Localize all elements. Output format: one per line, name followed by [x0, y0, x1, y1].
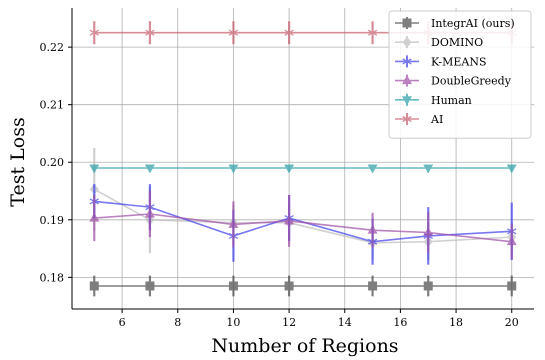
data-point [423, 226, 434, 236]
data-point [89, 281, 99, 291]
legend-label: DOMINO [431, 36, 483, 49]
legend-label: DoubleGreedy [431, 75, 512, 88]
data-point [284, 164, 295, 174]
legend-symbol [395, 113, 419, 125]
legend-symbol [395, 17, 419, 29]
data-point [228, 218, 239, 228]
data-point [144, 208, 155, 218]
data-point [506, 236, 517, 246]
data-point [507, 281, 517, 291]
legend-symbol [395, 74, 419, 87]
legend-label: AI [430, 113, 443, 126]
data-point [284, 27, 294, 38]
series-line [94, 200, 512, 243]
data-point [367, 27, 378, 38]
legend-label: K-MEANS [431, 55, 487, 68]
y-tick-label: 0.18 [40, 271, 65, 284]
legend-item: Human [395, 93, 472, 107]
legend-label: IntegrAI (ours) [431, 17, 515, 30]
legend-item: K-MEANS [395, 55, 487, 68]
y-tick-label: 0.20 [40, 156, 65, 169]
data-point [367, 164, 378, 174]
series-doublegreedy [89, 191, 517, 259]
x-tick-label: 8 [174, 316, 181, 329]
series-integrai-ours [89, 275, 517, 297]
y-tick-label: 0.22 [40, 41, 65, 54]
plot-area [89, 21, 517, 297]
data-point [506, 164, 517, 174]
data-point [284, 281, 294, 291]
data-point [89, 164, 100, 174]
x-tick-label: 16 [393, 316, 407, 329]
legend-symbol [395, 93, 419, 106]
data-point [284, 215, 295, 225]
legend-symbol [395, 55, 419, 68]
data-point [228, 164, 239, 174]
y-tick-label: 0.21 [40, 99, 65, 112]
x-tick-label: 14 [338, 316, 352, 329]
legend-item: IntegrAI (ours) [395, 17, 515, 30]
data-point [145, 27, 155, 38]
data-point [89, 27, 99, 38]
data-point [423, 164, 434, 174]
series-line [94, 213, 512, 243]
legend-label: Human [431, 94, 472, 107]
x-tick-label: 6 [119, 316, 126, 329]
legend-box [388, 10, 532, 139]
y-axis-label: Test Loss [7, 117, 29, 206]
data-point [368, 281, 378, 291]
data-point [144, 164, 155, 174]
series-human [89, 164, 517, 174]
data-point [89, 212, 100, 222]
x-tick-label: 10 [226, 316, 240, 329]
data-point [367, 224, 378, 234]
x-tick-label: 12 [282, 316, 296, 329]
x-axis-label: Number of Regions [211, 335, 398, 357]
x-tick-label: 18 [449, 316, 463, 329]
y-tick-label: 0.19 [40, 214, 65, 227]
data-point [228, 27, 239, 38]
legend-item: DOMINO [395, 36, 483, 49]
legend-item: AI [395, 113, 443, 126]
axes: 6 8 10 12 14 16 18 20 0.18 0.19 0.20 0.21 0.22 [40, 8, 534, 329]
data-point [228, 281, 238, 291]
data-point [423, 281, 433, 291]
series-k-means [89, 184, 517, 265]
data-point [145, 281, 155, 291]
legend-item: DoubleGreedy [395, 74, 512, 88]
x-tick-label: 20 [505, 316, 519, 329]
legend-symbol [395, 36, 419, 49]
legend: IntegrAI (ours) DOMINO K-MEANS DoubleGreedy… [388, 10, 532, 139]
